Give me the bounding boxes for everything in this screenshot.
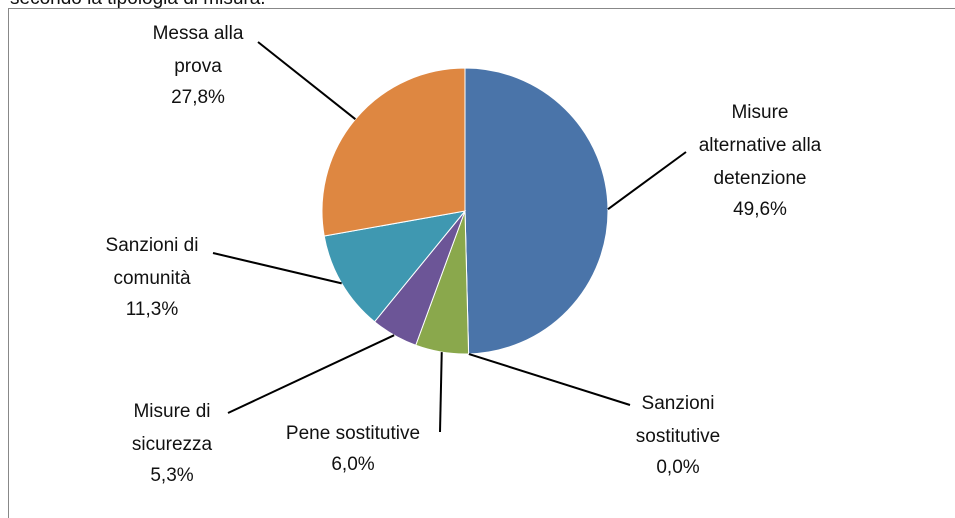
- leader-line: [439, 352, 443, 433]
- slice-value-label: 6,0%: [331, 454, 375, 475]
- leader-line: [227, 334, 395, 414]
- slice-label: Sanzioni sostitutive: [635, 393, 721, 447]
- slice-value-label: 49,6%: [733, 199, 787, 220]
- chart-title: secondo la tipologia di misura.: [10, 0, 266, 10]
- slice-label: Pene sostitutive: [285, 423, 421, 444]
- pie-slice: [321, 67, 466, 237]
- slice-value-label: 5,3%: [150, 465, 194, 486]
- leader-line: [468, 353, 631, 406]
- pie-slice: [323, 210, 467, 323]
- leader-line: [607, 151, 687, 211]
- slice-label: Sanzioni di comunità: [105, 235, 199, 289]
- leader-line: [257, 41, 357, 120]
- chart-frame: [8, 8, 955, 518]
- slice-value-label: 0,0%: [656, 457, 700, 478]
- pie-slice: [464, 67, 609, 355]
- slice-value-label: 11,3%: [125, 299, 179, 320]
- slice-value-label: 27,8%: [171, 87, 225, 108]
- leader-line: [212, 252, 342, 285]
- slice-label: Messa alla prova: [152, 23, 244, 77]
- slice-label: Misure alternative alla detenzione: [698, 102, 822, 189]
- slice-label: Misure di sicurezza: [131, 401, 213, 455]
